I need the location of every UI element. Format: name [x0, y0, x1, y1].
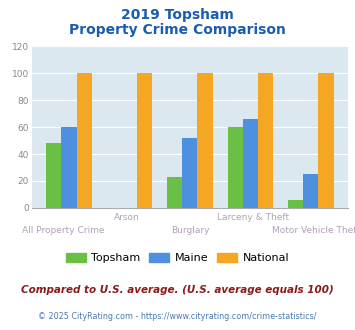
Text: All Property Crime: All Property Crime	[22, 226, 105, 235]
Bar	[318, 73, 334, 208]
Text: Burglary: Burglary	[171, 226, 209, 235]
Bar	[137, 73, 152, 208]
Bar	[228, 127, 243, 208]
Text: Compared to U.S. average. (U.S. average equals 100): Compared to U.S. average. (U.S. average …	[21, 285, 334, 295]
Text: 2019 Topsham: 2019 Topsham	[121, 8, 234, 22]
Legend: Topsham, Maine, National: Topsham, Maine, National	[61, 248, 294, 268]
Bar	[46, 143, 61, 208]
Bar	[182, 138, 197, 208]
Bar	[197, 73, 213, 208]
Bar	[303, 174, 318, 208]
Bar	[288, 200, 303, 208]
Text: Larceny & Theft: Larceny & Theft	[217, 213, 289, 222]
Text: © 2025 CityRating.com - https://www.cityrating.com/crime-statistics/: © 2025 CityRating.com - https://www.city…	[38, 312, 317, 321]
Text: Arson: Arson	[114, 213, 140, 222]
Bar	[167, 177, 182, 208]
Bar	[77, 73, 92, 208]
Bar	[243, 119, 258, 208]
Bar	[61, 127, 77, 208]
Text: Motor Vehicle Theft: Motor Vehicle Theft	[272, 226, 355, 235]
Text: Property Crime Comparison: Property Crime Comparison	[69, 23, 286, 37]
Bar	[258, 73, 273, 208]
